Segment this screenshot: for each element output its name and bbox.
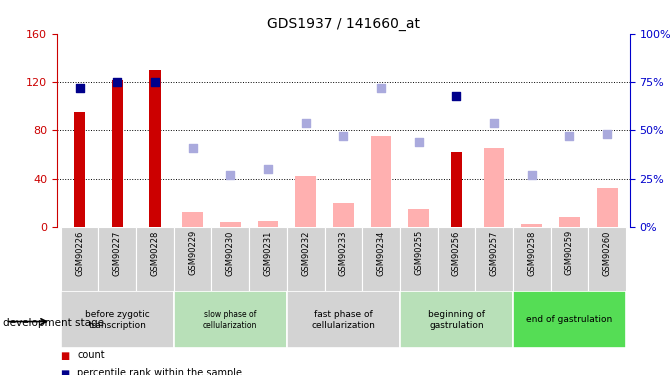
Point	[602, 131, 612, 137]
Bar	[362, 227, 400, 292]
Bar	[559, 217, 580, 227]
Point	[376, 85, 387, 91]
Bar	[98, 227, 136, 292]
Text: GSM90259: GSM90259	[565, 230, 574, 275]
Text: GSM90226: GSM90226	[75, 230, 84, 276]
Bar	[61, 291, 174, 348]
Text: GSM90227: GSM90227	[113, 230, 122, 276]
Bar	[74, 112, 85, 227]
Point	[527, 172, 537, 178]
Bar	[174, 291, 287, 348]
Point	[413, 139, 424, 145]
Text: ■: ■	[60, 369, 70, 375]
Bar	[475, 227, 513, 292]
Text: end of gastrulation: end of gastrulation	[527, 315, 612, 324]
Bar	[136, 227, 174, 292]
Point	[300, 120, 311, 126]
Bar	[513, 291, 626, 348]
Text: slow phase of
cellularization: slow phase of cellularization	[203, 310, 257, 330]
Bar	[597, 188, 618, 227]
Bar	[61, 227, 98, 292]
Bar	[258, 221, 278, 227]
Text: GSM90231: GSM90231	[263, 230, 273, 276]
Point	[451, 93, 462, 99]
Point	[488, 120, 499, 126]
Text: GSM90233: GSM90233	[339, 230, 348, 276]
Bar	[111, 80, 123, 227]
Point	[263, 166, 273, 172]
Text: fast phase of
cellularization: fast phase of cellularization	[312, 310, 375, 330]
Point	[149, 79, 160, 85]
Bar	[295, 176, 316, 227]
Text: GSM90228: GSM90228	[151, 230, 159, 276]
Text: beginning of
gastrulation: beginning of gastrulation	[428, 310, 485, 330]
Bar	[588, 227, 626, 292]
Bar	[451, 152, 462, 227]
Title: GDS1937 / 141660_at: GDS1937 / 141660_at	[267, 17, 420, 32]
Text: GSM90232: GSM90232	[302, 230, 310, 276]
Bar	[287, 227, 324, 292]
Bar	[212, 227, 249, 292]
Bar	[400, 291, 513, 348]
Text: ■: ■	[60, 351, 70, 360]
Bar	[438, 227, 475, 292]
Text: count: count	[77, 351, 105, 360]
Bar	[371, 136, 391, 227]
Point	[74, 85, 85, 91]
Text: GSM90257: GSM90257	[490, 230, 498, 276]
Text: GSM90229: GSM90229	[188, 230, 197, 275]
Bar	[324, 227, 362, 292]
Text: GSM90256: GSM90256	[452, 230, 461, 276]
Text: GSM90260: GSM90260	[603, 230, 612, 276]
Text: GSM90230: GSM90230	[226, 230, 234, 276]
Text: GSM90234: GSM90234	[377, 230, 385, 276]
Point	[112, 79, 123, 85]
Bar	[333, 203, 354, 227]
Bar	[220, 222, 241, 227]
Point	[564, 133, 575, 139]
Bar	[287, 291, 400, 348]
Bar	[551, 227, 588, 292]
Bar	[513, 227, 551, 292]
Point	[338, 133, 348, 139]
Bar	[400, 227, 438, 292]
Bar	[484, 148, 505, 227]
Bar	[174, 227, 212, 292]
Bar	[149, 70, 161, 227]
Bar	[182, 212, 203, 227]
Text: GSM90258: GSM90258	[527, 230, 536, 276]
Point	[187, 145, 198, 151]
Text: before zygotic
transcription: before zygotic transcription	[85, 310, 149, 330]
Bar	[249, 227, 287, 292]
Point	[225, 172, 236, 178]
Text: development stage: development stage	[3, 318, 105, 327]
Bar	[409, 209, 429, 227]
Text: GSM90255: GSM90255	[414, 230, 423, 275]
Bar	[521, 225, 542, 227]
Text: percentile rank within the sample: percentile rank within the sample	[77, 369, 242, 375]
